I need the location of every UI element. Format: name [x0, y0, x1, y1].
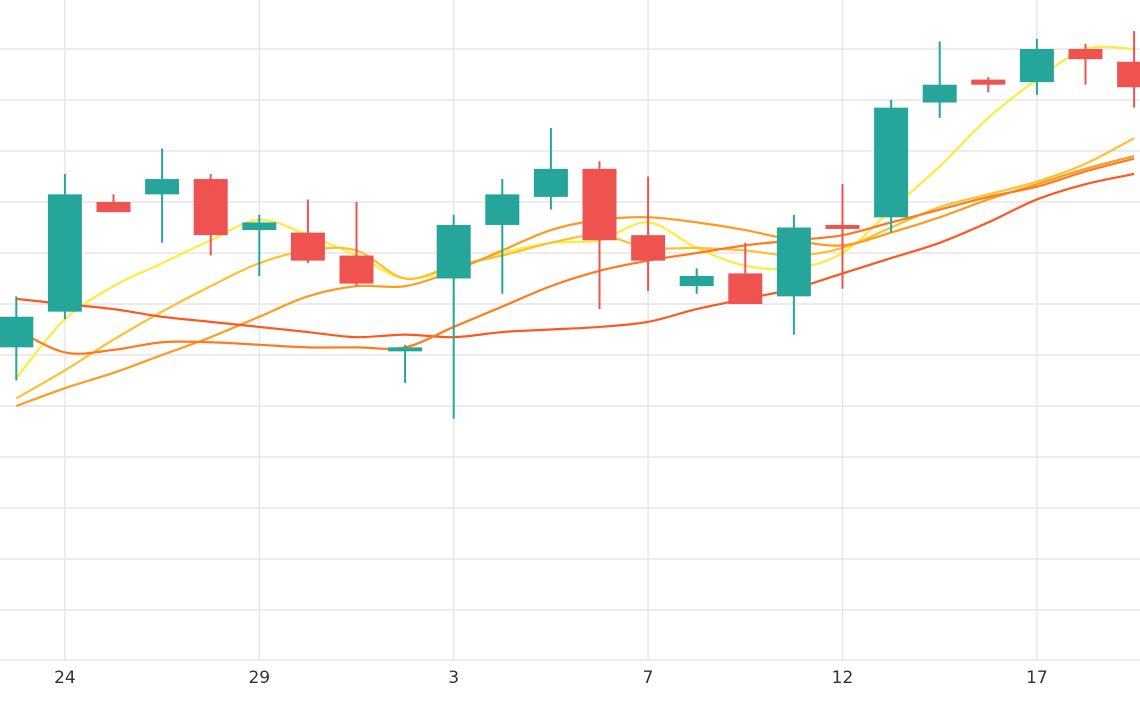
x-axis-ticks: 24 29 3 7 12 17 — [54, 668, 1048, 688]
candle-body — [145, 179, 180, 195]
candle-body — [47, 194, 82, 312]
candles — [0, 31, 1140, 419]
candle — [339, 202, 374, 287]
candle — [922, 41, 957, 118]
candle-body — [388, 347, 423, 352]
candle-body — [922, 84, 957, 103]
x-tick-label: 24 — [54, 668, 76, 688]
moving-average-line-5 — [15, 157, 1135, 355]
candle — [1117, 31, 1140, 108]
candle-body — [874, 107, 909, 218]
candle-body — [96, 202, 131, 213]
moving-average-line-1 — [15, 45, 1135, 379]
candle-body — [339, 255, 374, 284]
candle-body — [971, 79, 1006, 85]
candle-body — [242, 222, 277, 231]
candle-body — [825, 224, 860, 229]
candle-body — [436, 224, 471, 279]
candle — [485, 179, 520, 294]
candle-body — [776, 227, 811, 297]
moving-average-line-3 — [15, 155, 1135, 408]
candle-body — [193, 179, 228, 236]
candle — [728, 242, 763, 304]
candle — [388, 344, 423, 384]
grid — [0, 0, 1140, 661]
candle-body — [631, 235, 666, 261]
candle — [776, 214, 811, 335]
candle-body — [679, 275, 714, 287]
candle — [96, 194, 131, 213]
candle — [290, 199, 325, 264]
x-tick-label: 29 — [248, 668, 270, 688]
candle-body — [485, 194, 520, 225]
candle-body — [533, 168, 568, 197]
moving-average-lines — [15, 45, 1135, 408]
candle — [242, 214, 277, 276]
moving-average-line-4 — [16, 172, 1135, 339]
candle — [1068, 43, 1103, 85]
candle-body — [1117, 61, 1140, 88]
candle — [631, 176, 666, 292]
candle — [145, 148, 180, 243]
candle — [533, 128, 568, 210]
x-tick-label: 17 — [1026, 668, 1048, 688]
candle-body — [1068, 49, 1103, 60]
candle-body — [290, 232, 325, 261]
candle — [0, 296, 34, 381]
candle-body — [1019, 49, 1054, 83]
moving-average-line-2 — [15, 137, 1135, 400]
candle-body — [582, 168, 617, 241]
candle — [971, 77, 1006, 93]
candle — [874, 100, 909, 233]
candle — [47, 173, 82, 320]
x-tick-label: 12 — [832, 668, 854, 688]
candle — [193, 173, 228, 256]
x-tick-label: 3 — [448, 668, 459, 688]
candle — [436, 214, 471, 419]
candle-body — [0, 316, 34, 348]
candle — [582, 161, 617, 310]
candle — [1019, 38, 1054, 95]
candle — [679, 268, 714, 294]
candle-body — [728, 273, 763, 304]
x-tick-label: 7 — [643, 668, 654, 688]
candle — [825, 184, 860, 289]
